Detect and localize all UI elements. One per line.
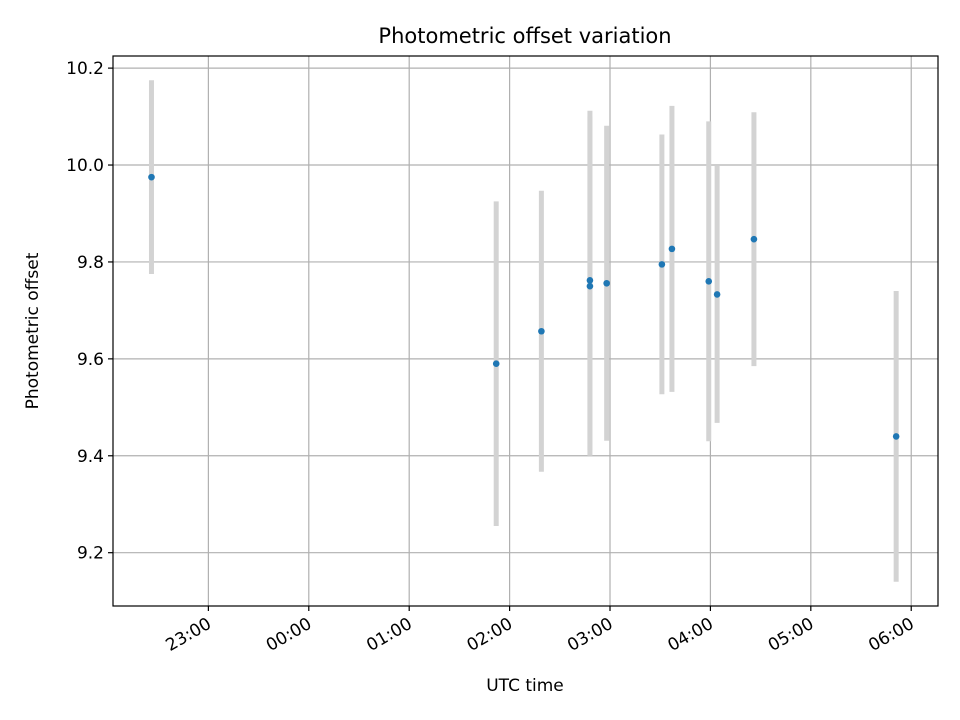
y-tick-label: 9.8 [77, 253, 104, 273]
data-point [713, 291, 721, 298]
data-point [892, 433, 900, 440]
plot-frame [112, 55, 939, 607]
axis-ticks: 9.2 9.4 9.6 9.8 10.0 10.2 23:00 00:00 01:00 02:00… [66, 59, 918, 656]
data-point [492, 360, 500, 368]
x-tick-label: 02:00 [464, 614, 516, 656]
y-tick-label: 10.2 [66, 59, 104, 79]
x-tick-label: 03:00 [564, 614, 616, 656]
data-point [586, 277, 594, 284]
data-point [705, 278, 713, 285]
data-point [148, 173, 155, 181]
data-point [538, 327, 545, 335]
data-point [668, 245, 676, 253]
x-tick-label: 05:00 [765, 614, 817, 656]
chart-title: Photometric offset variation [378, 24, 671, 48]
y-tick-label: 9.6 [77, 350, 104, 370]
y-tick-label: 10.0 [66, 156, 104, 176]
y-axis-label: Photometric offset [23, 252, 43, 409]
data-point [603, 279, 610, 287]
x-tick-label: 23:00 [162, 614, 214, 656]
data-point [750, 235, 758, 243]
x-tick-label: 06:00 [865, 614, 917, 656]
x-axis-label: UTC time [486, 676, 564, 696]
error-bars [148, 80, 899, 582]
data-point [586, 282, 594, 290]
data-points [148, 173, 900, 440]
data-point [658, 261, 666, 268]
y-tick-label: 9.2 [77, 544, 104, 564]
grid [113, 56, 938, 606]
y-tick-label: 9.4 [77, 447, 104, 467]
x-tick-label: 04:00 [664, 614, 716, 656]
x-tick-label: 01:00 [363, 614, 415, 656]
x-tick-label: 00:00 [263, 614, 315, 656]
